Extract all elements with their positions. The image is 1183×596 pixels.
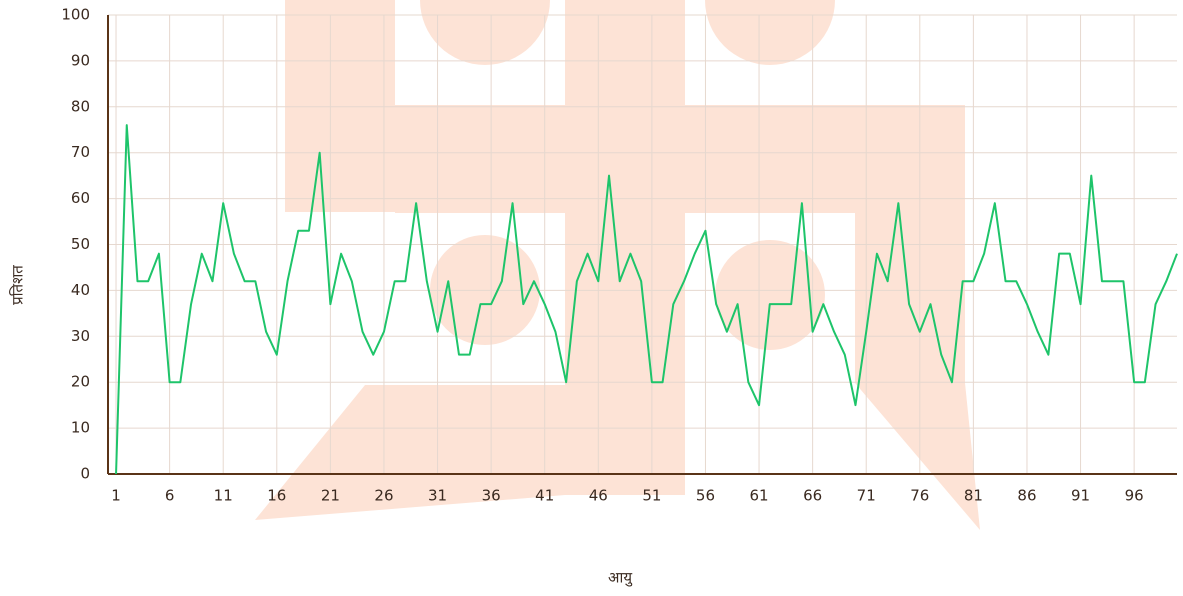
y-tick-label: 70: [71, 143, 90, 161]
y-tick-label: 50: [71, 235, 90, 253]
x-tick-label: 26: [374, 487, 393, 505]
x-tick-label: 61: [749, 487, 768, 505]
x-tick-label: 31: [428, 487, 447, 505]
x-tick-label: 11: [214, 487, 233, 505]
y-tick-label: 20: [71, 373, 90, 391]
y-axis-label: प्रतिशत: [9, 265, 27, 305]
x-tick-label: 91: [1071, 487, 1090, 505]
x-tick-label: 81: [964, 487, 983, 505]
x-tick-label: 36: [482, 487, 501, 505]
x-tick-label: 6: [165, 487, 175, 505]
x-tick-label: 96: [1125, 487, 1144, 505]
x-tick-label: 76: [910, 487, 929, 505]
y-tick-label: 100: [61, 6, 90, 24]
x-tick-label: 21: [321, 487, 340, 505]
y-tick-label: 80: [71, 97, 90, 115]
x-tick-label: 71: [857, 487, 876, 505]
x-tick-label: 1: [111, 487, 121, 505]
y-tick-label: 60: [71, 189, 90, 207]
x-tick-label: 66: [803, 487, 822, 505]
y-tick-label: 90: [71, 51, 90, 69]
x-axis-label: आयु: [608, 569, 633, 588]
x-tick-label: 51: [642, 487, 661, 505]
x-tick-label: 41: [535, 487, 554, 505]
x-tick-label: 56: [696, 487, 715, 505]
x-tick-label: 16: [267, 487, 286, 505]
y-tick-label: 10: [71, 419, 90, 437]
y-tick-label: 40: [71, 281, 90, 299]
y-tick-label: 0: [80, 465, 90, 483]
x-tick-label: 86: [1017, 487, 1036, 505]
y-tick-label: 30: [71, 327, 90, 345]
x-tick-label: 46: [589, 487, 608, 505]
chart: प्रतिशत आयु 0102030405060708090100161116…: [0, 0, 1183, 596]
